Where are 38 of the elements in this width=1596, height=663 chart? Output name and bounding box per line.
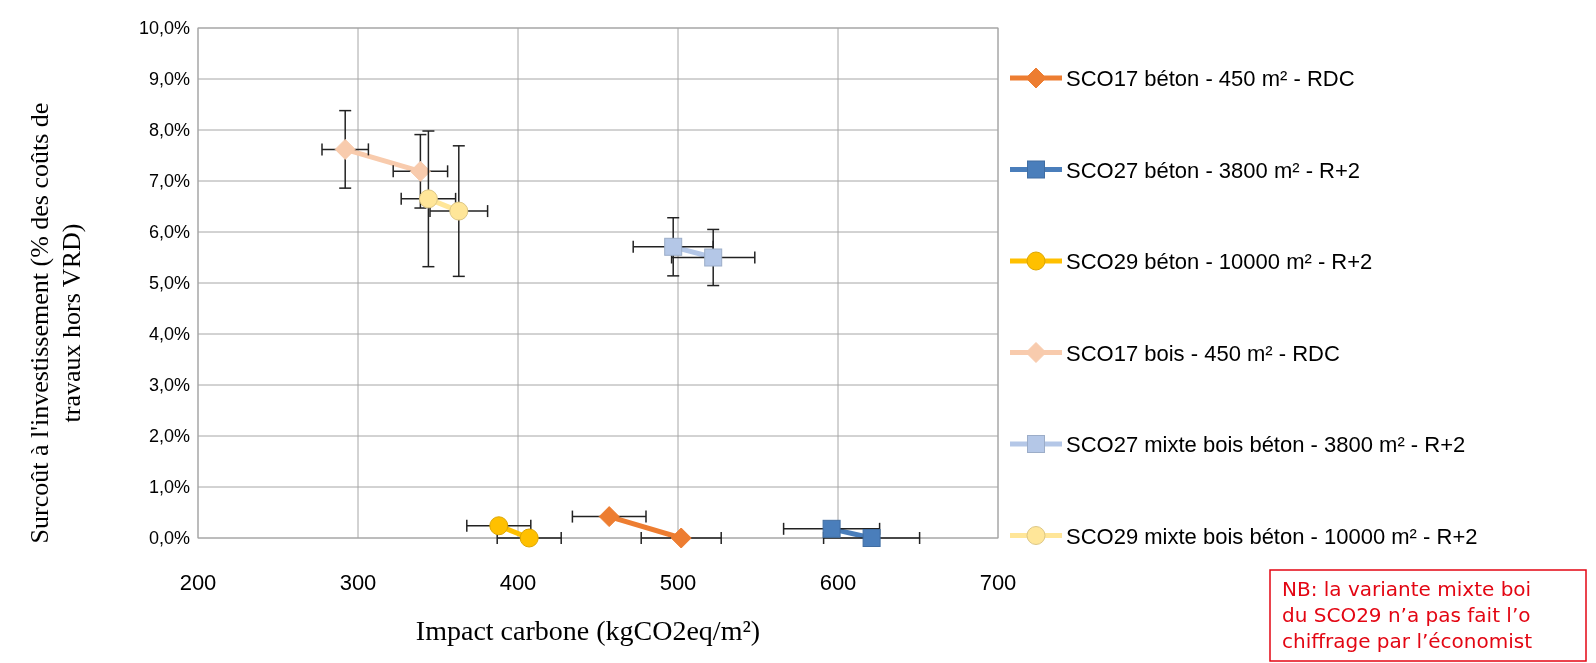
text: NB: la variante mixte boi du SCO29 n’a pas fait l’o chiffrage par l’économist: [1282, 577, 1533, 653]
legend-label: SCO17 béton - 450 m² - RDC: [1066, 66, 1355, 91]
legend-label: SCO29 béton - 10000 m² - R+2: [1066, 249, 1373, 274]
point: [670, 527, 692, 549]
point: [822, 519, 841, 538]
point: [704, 248, 723, 267]
y-tick-label: 7,0%: [148, 171, 190, 191]
point: [489, 516, 509, 536]
y-tick-label: 5,0%: [148, 273, 190, 293]
x-tick-label: 700: [979, 570, 1017, 595]
y-tick-label: 0,0%: [148, 528, 190, 548]
point: [418, 189, 438, 209]
y-tick-label: 4,0%: [148, 324, 190, 344]
x-tick-label: 500: [659, 570, 697, 595]
x-tick-label: 300: [339, 570, 377, 595]
y-tick-label: 6,0%: [148, 222, 190, 242]
x-tick-label: 600: [819, 570, 857, 595]
legend-label: SCO27 mixte bois béton - 3800 m² - R+2: [1066, 432, 1466, 457]
legend-label: SCO27 béton - 3800 m² - R+2: [1066, 157, 1361, 183]
point: [519, 528, 539, 548]
point: [664, 237, 683, 256]
legend-label: SCO29 mixte bois béton - 10000 m² - R+2: [1066, 523, 1478, 549]
y-tick-label: 2,0%: [148, 426, 190, 446]
x-tick-label: 400: [499, 570, 537, 595]
x-axis-title: Impact carbone (kgCO2eq/m²): [415, 615, 761, 646]
y-tick-label: 9,0%: [148, 69, 190, 89]
point: [598, 506, 620, 528]
x-tick-label: 200: [179, 570, 217, 595]
y-tick-label: 8,0%: [148, 120, 190, 140]
y-axis-title: Surcoût à l'investissement (% des coûts de travaux hors VRD): [25, 102, 86, 544]
point: [409, 160, 431, 182]
y-tick-label: 10,0%: [138, 18, 190, 38]
point: [334, 138, 356, 160]
y-tick-label: 3,0%: [148, 375, 190, 395]
point: [449, 201, 469, 221]
point: [862, 529, 881, 547]
y-tick-label: 1,0%: [148, 477, 190, 497]
legend-label: SCO17 bois - 450 m² - RDC: [1066, 340, 1340, 366]
